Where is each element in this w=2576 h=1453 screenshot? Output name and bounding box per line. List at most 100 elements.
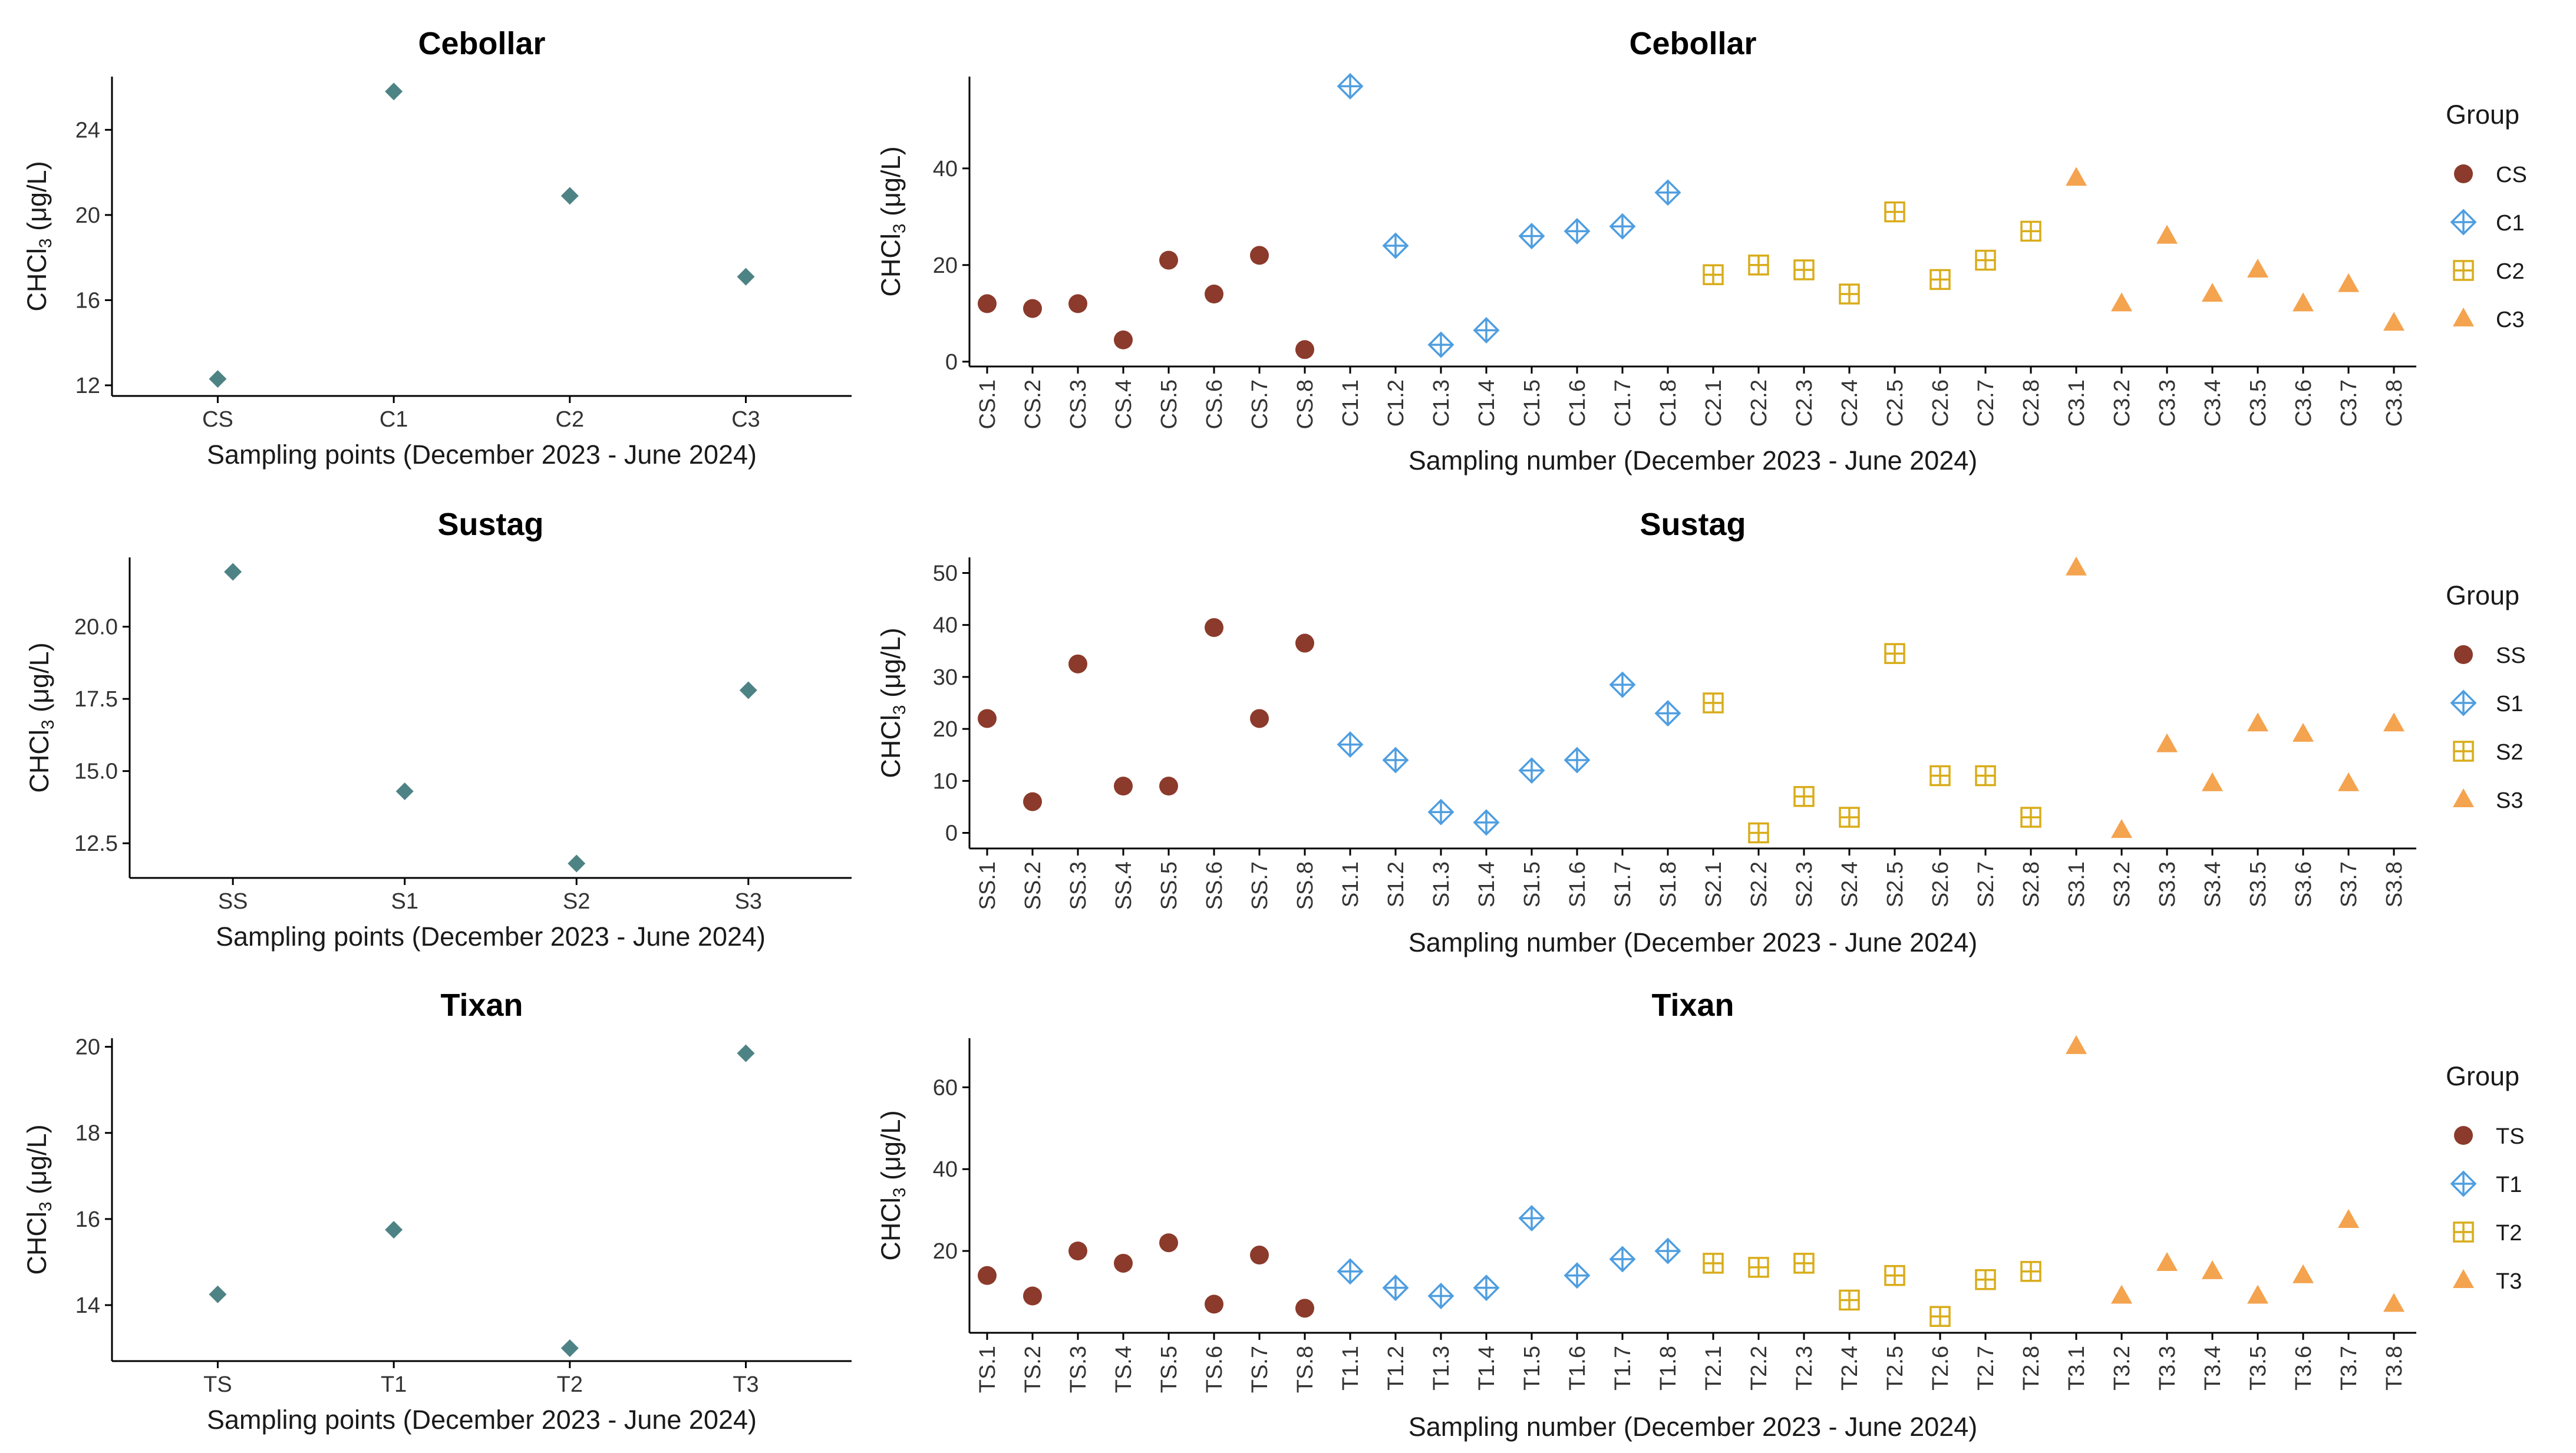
x-tick-label: S3.1 [2064, 861, 2089, 907]
legend-key-c1 [2450, 209, 2477, 236]
x-tick-label: T3.2 [2110, 1346, 2135, 1391]
chart-title: Tixan [1651, 988, 1734, 1023]
x-tick-label: CS.2 [1021, 379, 1045, 429]
y-tick-label: 16 [75, 1207, 100, 1232]
data-point-t2 [1703, 1253, 1724, 1274]
data-point-t2 [1839, 1289, 1860, 1311]
data-point-t2 [2020, 1261, 2041, 1282]
mean-point-c3 [737, 268, 755, 286]
y-tick-label: 20 [75, 203, 100, 228]
legend-key-t2 [2453, 1221, 2474, 1243]
data-point-ss [1205, 618, 1223, 638]
x-axis-title: Sampling number (December 2023 - June 20… [1409, 1412, 1978, 1442]
data-point-t2 [1929, 1306, 1951, 1327]
sample-chart-tixan: Tixan 20 40 60 TS.1 TS.2 TS.3 TS.4 TS.5 TS.6 TS.7 T… [876, 988, 2525, 1442]
x-tick-label: TS.3 [1066, 1346, 1091, 1393]
x-tick-label: CS.7 [1248, 379, 1272, 429]
x-tick-label: TS.4 [1111, 1346, 1136, 1393]
legend-label: C2 [2496, 259, 2525, 284]
y-tick-label: 12 [75, 374, 100, 398]
data-point-ts [1205, 1295, 1223, 1314]
chart-title: Sustag [1640, 507, 1746, 542]
y-tick-label: 0 [945, 350, 958, 375]
legend-key-cs [2454, 164, 2473, 183]
x-tick-label: C2.3 [1792, 379, 1817, 427]
data-point-ts [1114, 1253, 1133, 1273]
legend-key-t3 [2453, 1269, 2474, 1288]
x-tick-label: T1.8 [1656, 1346, 1681, 1391]
x-tick-label: C1 [380, 407, 408, 432]
chart-title: Cebollar [418, 26, 545, 61]
legend-key-s1 [2450, 689, 2477, 716]
legend-label: T3 [2496, 1269, 2522, 1294]
x-tick-label: T1.7 [1611, 1346, 1635, 1391]
x-tick-label: C3.1 [2064, 379, 2089, 427]
legend-label: C3 [2496, 308, 2525, 332]
data-point-s3 [2383, 712, 2405, 732]
data-point-c2 [1839, 283, 1860, 305]
mean-point-s1 [395, 782, 414, 800]
x-tick-label: S2.5 [1883, 861, 1908, 907]
data-point-c2 [1748, 255, 1769, 276]
x-tick-label: C1.8 [1656, 379, 1681, 427]
x-tick-label: S1.4 [1475, 861, 1499, 907]
data-point-s2 [1748, 822, 1769, 844]
legend-label: S2 [2496, 740, 2523, 765]
legend-label: T2 [2496, 1221, 2522, 1246]
x-tick-label: CS.5 [1157, 379, 1182, 429]
data-point-t1 [1473, 1274, 1500, 1302]
data-point-c1 [1427, 331, 1454, 358]
data-point-s2 [1884, 643, 1905, 664]
legend-label: CS [2496, 163, 2527, 187]
x-tick-label: C3.4 [2201, 379, 2225, 427]
data-point-t3 [2066, 1035, 2087, 1054]
data-point-c3 [2338, 273, 2359, 292]
data-point-ss [1250, 709, 1269, 728]
legend-key-ss [2454, 645, 2473, 664]
legend-label: SS [2496, 643, 2526, 668]
legend-key-t1 [2450, 1170, 2477, 1197]
mean-point-ts [209, 1285, 227, 1303]
y-tick-label: 40 [933, 157, 958, 181]
x-tick-label: T1 [381, 1372, 407, 1397]
legend-key-s2 [2453, 741, 2474, 762]
data-point-c2 [2020, 220, 2041, 242]
x-tick-label: CS.8 [1293, 379, 1318, 429]
x-tick-label: S3.6 [2291, 861, 2316, 907]
x-tick-label: T2.2 [1747, 1346, 1772, 1391]
x-tick-label: T3.3 [2155, 1346, 2180, 1391]
x-tick-label: T3.4 [2201, 1346, 2225, 1391]
data-point-c3 [2383, 312, 2405, 331]
x-tick-label: S1.1 [1338, 861, 1363, 907]
data-point-t3 [2293, 1264, 2314, 1283]
data-point-cs [1205, 285, 1223, 303]
y-tick-label: 40 [933, 1157, 958, 1182]
x-tick-label: C2.8 [2019, 379, 2044, 427]
data-point-t3 [2111, 1284, 2132, 1304]
data-point-s3 [2066, 556, 2087, 576]
x-axis-title: Sampling points (December 2023 - June 20… [207, 440, 757, 470]
x-tick-label: S3.5 [2246, 861, 2271, 907]
x-tick-label: C2.7 [1974, 379, 1998, 427]
x-tick-label: S1.6 [1565, 861, 1590, 907]
x-tick-label: CS [202, 407, 233, 432]
data-point-t3 [2156, 1251, 2178, 1271]
data-point-c2 [1884, 201, 1905, 223]
y-tick-label: 20 [75, 1035, 100, 1060]
data-point-s3 [2247, 712, 2268, 732]
x-tick-label: C2.6 [1928, 379, 1953, 427]
data-point-c1 [1382, 232, 1409, 259]
x-tick-label: CS.3 [1066, 379, 1091, 429]
x-tick-label: S1.7 [1611, 861, 1635, 907]
data-point-t2 [1975, 1269, 1996, 1290]
y-tick-label: 14 [75, 1293, 100, 1318]
data-point-c2 [1793, 259, 1815, 280]
data-point-cs [1250, 246, 1269, 265]
x-tick-label: C1.4 [1475, 379, 1499, 427]
x-tick-label: S3.7 [2337, 861, 2361, 907]
x-tick-label: S2.8 [2019, 861, 2044, 907]
x-tick-label: C1.7 [1611, 379, 1635, 427]
data-point-t1 [1427, 1283, 1454, 1309]
data-point-t3 [2202, 1260, 2223, 1279]
x-tick-label: T1.3 [1429, 1346, 1454, 1391]
